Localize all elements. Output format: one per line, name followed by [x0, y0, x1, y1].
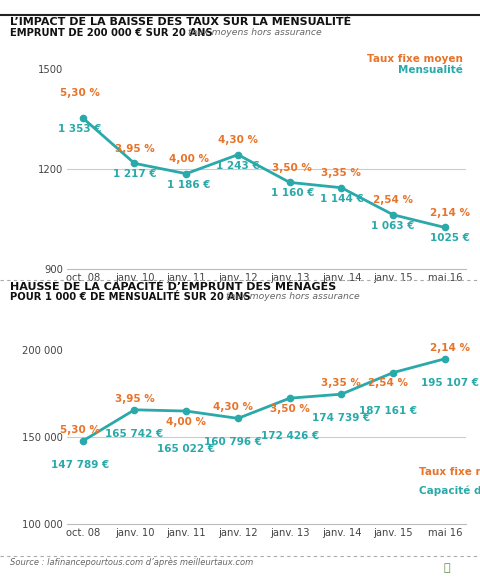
Text: 3,50 %: 3,50 % [272, 163, 312, 173]
Text: 187 161 €: 187 161 € [359, 406, 417, 416]
Text: 3,95 %: 3,95 % [115, 394, 155, 404]
Text: 3,50 %: 3,50 % [270, 404, 310, 414]
Text: HAUSSE DE LA CAPACITÉ D’EMPRUNT DES MÉNAGES: HAUSSE DE LA CAPACITÉ D’EMPRUNT DES MÉNA… [10, 282, 336, 292]
Text: 2,54 %: 2,54 % [373, 196, 413, 206]
Text: 5,30 %: 5,30 % [60, 425, 100, 435]
Text: 2,54 %: 2,54 % [368, 378, 408, 389]
Text: 160 796 €: 160 796 € [204, 438, 262, 448]
Text: 1025 €: 1025 € [430, 233, 470, 244]
Text: 1 186 €: 1 186 € [167, 179, 211, 190]
Text: 165 022 €: 165 022 € [157, 444, 215, 454]
Text: 4,30 %: 4,30 % [213, 402, 253, 412]
Text: 2,14 %: 2,14 % [430, 343, 470, 353]
Text: taux moyens hors assurance: taux moyens hors assurance [185, 28, 322, 37]
Text: 1 063 €: 1 063 € [372, 221, 415, 231]
Text: Source : lafinancepourtous.com d’après meilleurtaux.com: Source : lafinancepourtous.com d’après m… [10, 558, 253, 567]
Text: 1 144 €: 1 144 € [320, 194, 363, 204]
Text: 172 426 €: 172 426 € [261, 431, 319, 441]
Text: 3,95 %: 3,95 % [115, 144, 155, 154]
Text: 1 217 €: 1 217 € [113, 169, 156, 179]
Text: Taux fixe moyen: Taux fixe moyen [419, 467, 480, 477]
Text: 1 243 €: 1 243 € [216, 160, 260, 171]
Text: 5,30 %: 5,30 % [60, 88, 100, 98]
Text: 4,00 %: 4,00 % [166, 417, 206, 427]
Text: 2,14 %: 2,14 % [430, 208, 470, 218]
Text: 174 739 €: 174 739 € [312, 413, 371, 423]
Text: Taux fixe moyen: Taux fixe moyen [367, 54, 463, 64]
Text: taux moyens hors assurance: taux moyens hors assurance [223, 292, 360, 302]
Text: 3,35 %: 3,35 % [322, 168, 361, 178]
Text: 3,35 %: 3,35 % [322, 378, 361, 388]
Text: 165 742 €: 165 742 € [105, 429, 164, 439]
Text: 🌳: 🌳 [443, 563, 450, 573]
Text: Capacité d’emprunt: Capacité d’emprunt [419, 486, 480, 496]
Text: 1 353 €: 1 353 € [59, 124, 102, 134]
Text: 4,00 %: 4,00 % [169, 155, 209, 164]
Text: 4,30 %: 4,30 % [218, 135, 258, 145]
Text: L’IMPACT DE LA BAISSE DES TAUX SUR LA MENSUALITÉ: L’IMPACT DE LA BAISSE DES TAUX SUR LA ME… [10, 17, 351, 27]
Text: 195 107 €: 195 107 € [421, 378, 479, 388]
Text: Mensualité: Mensualité [398, 65, 463, 75]
Text: POUR 1 000 € DE MENSUALITÉ SUR 20 ANS: POUR 1 000 € DE MENSUALITÉ SUR 20 ANS [10, 292, 250, 302]
Text: EMPRUNT DE 200 000 € SUR 20 ANS: EMPRUNT DE 200 000 € SUR 20 ANS [10, 28, 212, 38]
Text: 147 789 €: 147 789 € [51, 460, 109, 470]
Text: 1 160 €: 1 160 € [271, 188, 314, 199]
